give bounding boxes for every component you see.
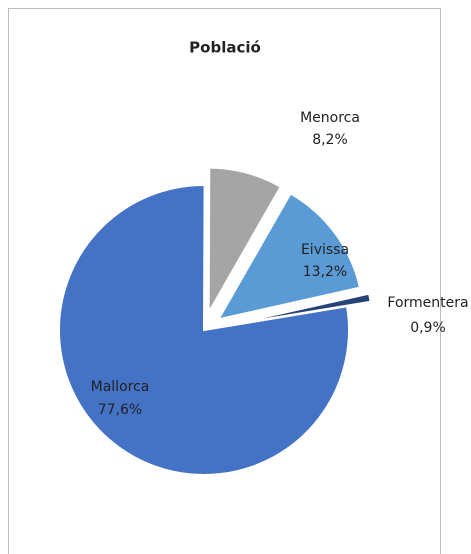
slice-category-label: Menorca [300, 110, 360, 126]
slice-value-label: 0,9% [410, 320, 446, 336]
pie-slice [227, 292, 372, 327]
slice-value-label: 77,6% [98, 402, 142, 418]
slice-category-label: Mallorca [91, 379, 150, 395]
slice-value-label: 8,2% [312, 132, 348, 148]
pie-slice [216, 192, 362, 321]
slice-category-label: Eivissa [301, 242, 349, 258]
pie-slice [207, 166, 283, 317]
slice-value-label: 13,2% [303, 264, 347, 280]
chart-title: Població [189, 39, 261, 57]
pie-slice [58, 183, 350, 476]
slice-category-label: Formentera [387, 295, 468, 311]
